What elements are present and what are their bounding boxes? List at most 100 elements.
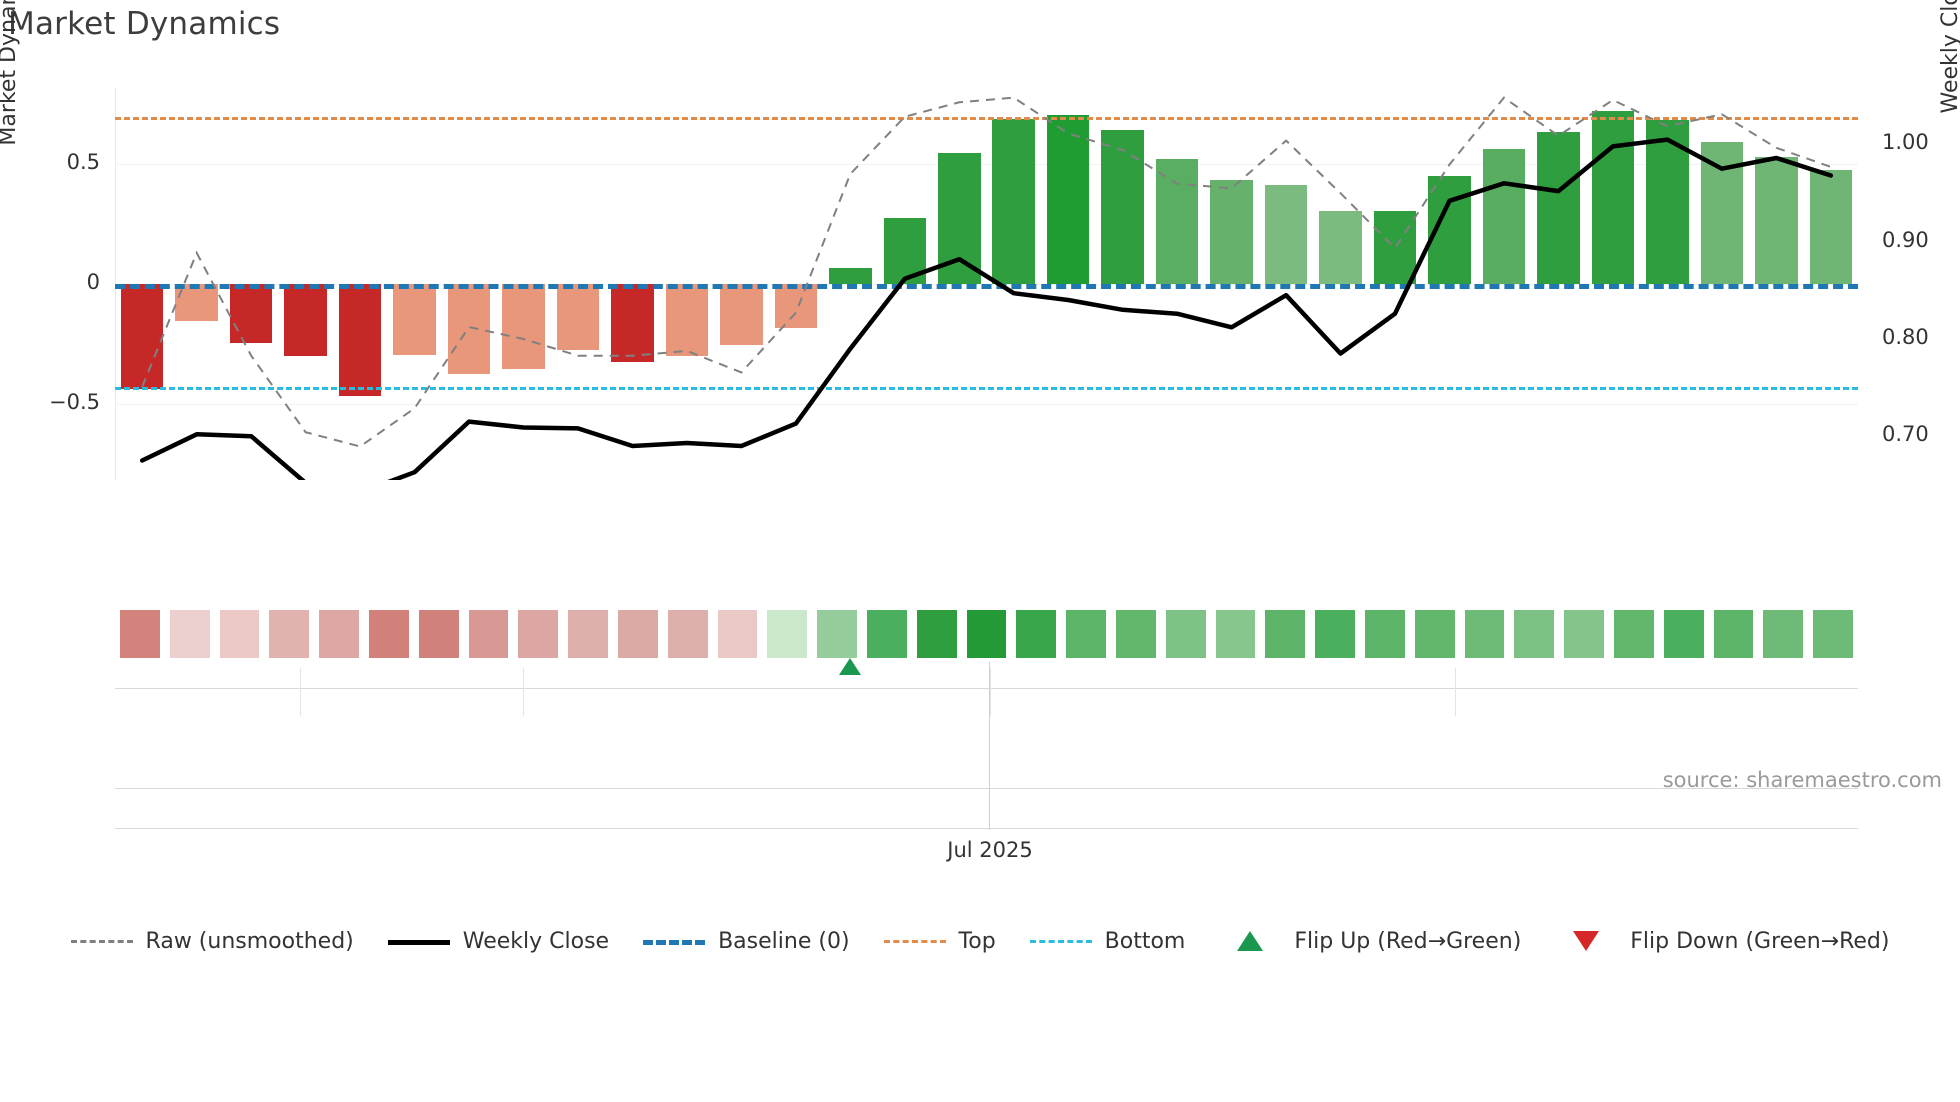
heat-cell — [1364, 610, 1405, 658]
bar — [1046, 115, 1090, 284]
bar — [1482, 148, 1526, 284]
legend-item-label: Weekly Close — [462, 928, 610, 954]
bar — [1101, 129, 1144, 284]
heat-cell — [368, 610, 409, 658]
heat-cell — [866, 610, 907, 658]
heat-cell — [518, 610, 559, 658]
bar — [120, 284, 164, 390]
flip-marker-up — [839, 658, 862, 675]
y-tick-label-right: 0.80 — [1882, 324, 1929, 349]
heat-cell — [1414, 610, 1455, 658]
chart-title: Market Dynamics — [8, 6, 281, 42]
bar — [447, 284, 491, 374]
bar — [1210, 180, 1253, 284]
y-tick-label-left: 0.5 — [66, 150, 100, 175]
triangle-down-icon — [1573, 931, 1600, 951]
legend-item[interactable]: Weekly Close — [387, 928, 610, 954]
bar — [393, 284, 436, 355]
gridline — [115, 164, 1858, 166]
x-axis-minor-tick — [1455, 668, 1456, 716]
heat-cell — [1066, 610, 1106, 658]
heat-cell — [1464, 610, 1505, 658]
heat-cell — [119, 610, 160, 658]
legend-item-label: Flip Up (Red→Green) — [1294, 928, 1522, 954]
bar — [502, 284, 545, 369]
legend-item-label: Baseline (0) — [718, 928, 850, 954]
bar — [1809, 170, 1852, 284]
plot-inner — [115, 88, 1858, 480]
y-tick-label-left: 0 — [86, 270, 100, 294]
dashed-line-icon — [883, 930, 946, 952]
dashed-line-icon — [1029, 930, 1092, 952]
x-axis-minor-tick — [300, 668, 301, 716]
bar — [1373, 211, 1417, 284]
heat-cell — [319, 610, 359, 658]
y-axis-label-right: Weekly Close Price — [1938, 0, 1960, 114]
lower-gridline — [115, 788, 1858, 789]
legend-item[interactable]: Flip Up (Red→Green) — [1219, 929, 1521, 954]
bar — [556, 284, 600, 350]
heat-cell — [1514, 610, 1555, 658]
lower-gridline — [115, 688, 1858, 689]
weekly-close-line — [139, 137, 1834, 480]
heat-cell — [966, 610, 1007, 658]
heat-cell — [1564, 610, 1604, 658]
reference-line-bottom — [115, 386, 1858, 390]
legend-item[interactable]: Top — [883, 928, 996, 954]
line-series-overlay — [139, 96, 1834, 480]
bar — [774, 284, 818, 329]
chart-legend: Raw (unsmoothed) Weekly Close Baseline (0)… — [0, 918, 1960, 964]
legend-item-label: Top — [958, 928, 996, 954]
heat-cell — [1613, 610, 1654, 658]
heat-cell — [169, 610, 210, 658]
heat-cell — [1713, 610, 1754, 658]
dashed-line-icon — [70, 930, 133, 952]
reference-line-baseline-0 — [115, 284, 1858, 289]
regime-heat-strip — [115, 610, 1858, 658]
heat-cell — [767, 610, 808, 658]
bar — [611, 284, 654, 362]
bar — [284, 284, 327, 356]
heat-cell — [1165, 610, 1206, 658]
legend-item-label: Flip Down (Green→Red) — [1630, 928, 1890, 954]
raw-unsmoothed-line — [141, 96, 1832, 448]
source-caption: source: sharemaestro.com — [1662, 768, 1942, 792]
x-axis-minor-tick — [990, 668, 991, 716]
legend-item[interactable]: Flip Down (Green→Red) — [1555, 929, 1889, 954]
bar — [1537, 132, 1580, 284]
heat-cell — [568, 610, 608, 658]
legend-item[interactable]: Bottom — [1029, 929, 1185, 954]
bar — [1591, 110, 1635, 284]
solid-line-icon — [387, 930, 450, 952]
x-axis-tick-label: Jul 2025 — [947, 838, 1033, 862]
y-tick-label-right: 0.70 — [1882, 422, 1929, 447]
x-axis-major-tick — [989, 662, 990, 830]
bar — [829, 268, 872, 284]
bar — [1319, 211, 1362, 284]
plot-area — [115, 88, 1858, 480]
bar — [1264, 184, 1308, 284]
flip-marker-band — [115, 658, 1858, 718]
bar — [1755, 157, 1798, 284]
y-tick-label-left: −0.5 — [49, 389, 100, 414]
legend-item[interactable]: Raw (unsmoothed) — [70, 928, 354, 954]
reference-line-top — [115, 116, 1858, 120]
bar — [665, 284, 709, 356]
y-tick-label-right: 0.90 — [1882, 227, 1929, 252]
heat-cell — [1016, 610, 1057, 658]
heat-cell — [1663, 610, 1704, 658]
bar — [229, 284, 273, 343]
heat-cell — [1315, 610, 1355, 658]
gridline — [115, 403, 1858, 405]
x-axis-minor-tick — [523, 668, 524, 716]
heat-cell — [1813, 610, 1853, 658]
legend-item-label: Raw (unsmoothed) — [145, 928, 354, 954]
heat-cell — [468, 610, 509, 658]
heat-cell — [1265, 610, 1306, 658]
heat-cell — [717, 610, 758, 658]
bar — [338, 284, 382, 397]
heat-cell — [667, 610, 708, 658]
heat-cell — [1763, 610, 1804, 658]
legend-item[interactable]: Baseline (0) — [643, 928, 850, 954]
bar — [720, 284, 763, 345]
